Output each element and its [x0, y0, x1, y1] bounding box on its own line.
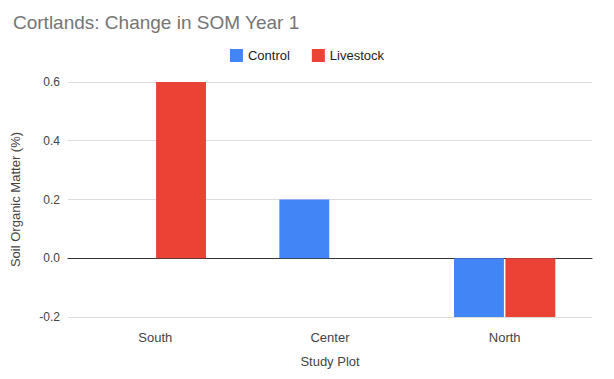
- svg-text:0.4: 0.4: [43, 134, 60, 148]
- svg-text:Livestock: Livestock: [330, 48, 385, 63]
- svg-text:Cortlands: Change in SOM Year: Cortlands: Change in SOM Year 1: [13, 12, 299, 33]
- svg-text:Study Plot: Study Plot: [300, 354, 360, 369]
- svg-text:0.2: 0.2: [43, 193, 60, 207]
- svg-text:Control: Control: [248, 48, 290, 63]
- svg-text:0.0: 0.0: [43, 251, 60, 265]
- svg-text:North: North: [489, 330, 521, 345]
- svg-text:0.6: 0.6: [43, 75, 60, 89]
- svg-text:Center: Center: [310, 330, 350, 345]
- svg-text:-0.2: -0.2: [39, 310, 60, 324]
- svg-text:South: South: [138, 330, 172, 345]
- svg-text:Soil Organic Matter (%): Soil Organic Matter (%): [8, 132, 23, 267]
